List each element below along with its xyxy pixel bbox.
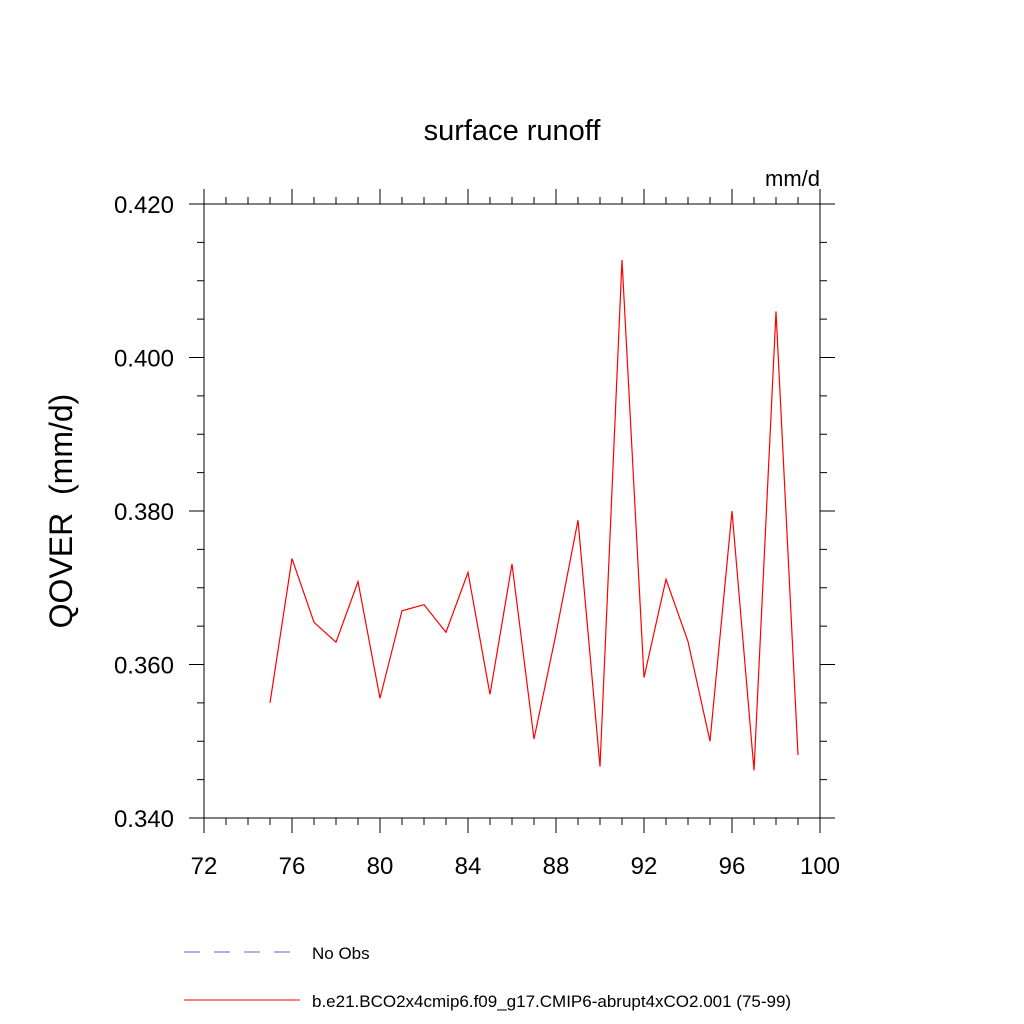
plot-frame [203,203,821,819]
y-tick-label: 0.340 [114,806,174,833]
x-tick-label: 100 [800,853,840,880]
y-axis-label: QOVER (mm/d) [43,394,79,629]
legend: No Obs b.e21.BCO2x4cmip6.f09_g17.CMIP6-a… [184,944,791,1011]
y-tick-label: 0.380 [114,499,174,526]
y-tick-label: 0.360 [114,653,174,680]
chart-title: surface runoff [424,115,602,147]
y-tick-label: 0.420 [114,192,174,219]
series-line-1 [269,259,799,771]
axis-ticks [189,189,835,833]
x-tick-label: 96 [719,853,746,880]
legend-label-no-obs: No Obs [312,944,370,963]
series-lines [269,259,799,771]
x-tick-label: 72 [191,853,218,880]
x-tick-label: 88 [543,853,570,880]
tick-labels: 72 76 80 84 88 92 96 100 0.340 0.360 0.380 0.400 0.4… [114,192,840,880]
x-tick-label: 80 [367,853,394,880]
units-label: mm/d [765,166,820,191]
legend-label-model: b.e21.BCO2x4cmip6.f09_g17.CMIP6-abrupt4x… [312,992,791,1011]
x-tick-label: 84 [455,853,482,880]
x-tick-label: 92 [631,853,658,880]
y-tick-label: 0.400 [114,346,174,373]
x-tick-label: 76 [279,853,306,880]
